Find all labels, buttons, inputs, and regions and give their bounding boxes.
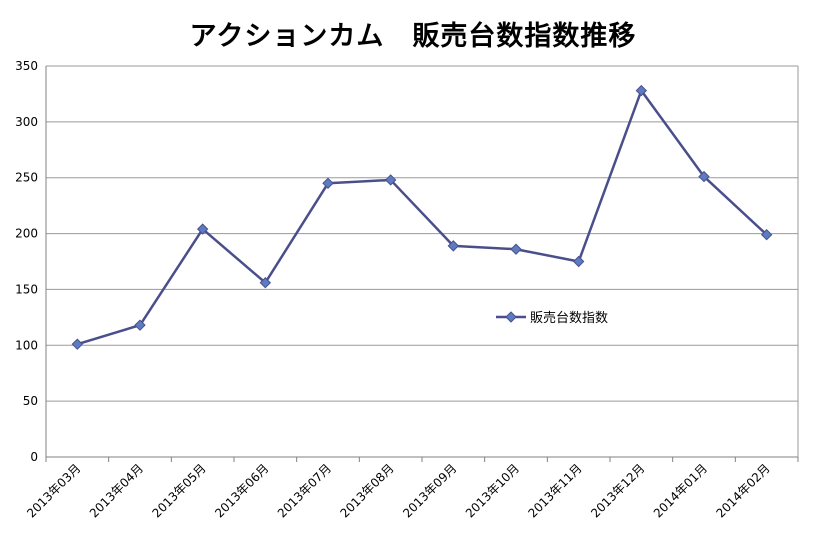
data-point [134,319,146,331]
x-tick-label: 2013年06月 [212,461,271,520]
y-tick-label: 350 [15,59,38,73]
x-tick-label: 2013年10月 [463,461,522,520]
x-tick-label: 2013年05月 [150,461,209,520]
x-tick-label: 2013年07月 [275,461,334,520]
data-point [760,228,773,241]
y-tick-label: 0 [30,450,38,464]
x-tick-label: 2013年12月 [588,461,647,520]
y-tick-label: 100 [15,338,38,352]
y-tick-label: 250 [15,171,38,185]
y-tick-label: 300 [15,115,38,129]
legend-label: 販売台数指数 [530,310,608,326]
legend-marker [505,311,517,323]
x-tick-label: 2014年01月 [651,461,710,520]
data-point [71,338,84,350]
chart-title: アクションカム 販売台数指数推移 [189,21,637,52]
x-tick-label: 2013年04月 [87,461,146,520]
data-point [384,174,397,186]
y-tick-label: 50 [23,394,38,408]
data-point [635,84,648,97]
x-tick-label: 2013年09月 [400,461,459,520]
x-tick-label: 2013年08月 [338,461,397,520]
y-tick-label: 200 [15,227,38,241]
data-point [572,255,585,268]
data-point [447,240,460,252]
x-tick-label: 2013年03月 [24,461,83,520]
x-tick-label: 2014年02月 [714,461,773,520]
data-point [698,170,710,183]
data-point [322,177,334,190]
y-tick-label: 150 [15,282,38,296]
data-point [510,243,522,255]
x-tick-label: 2013年11月 [526,461,585,520]
data-point [259,277,272,289]
data-point [196,223,209,235]
series-line [76,89,768,346]
